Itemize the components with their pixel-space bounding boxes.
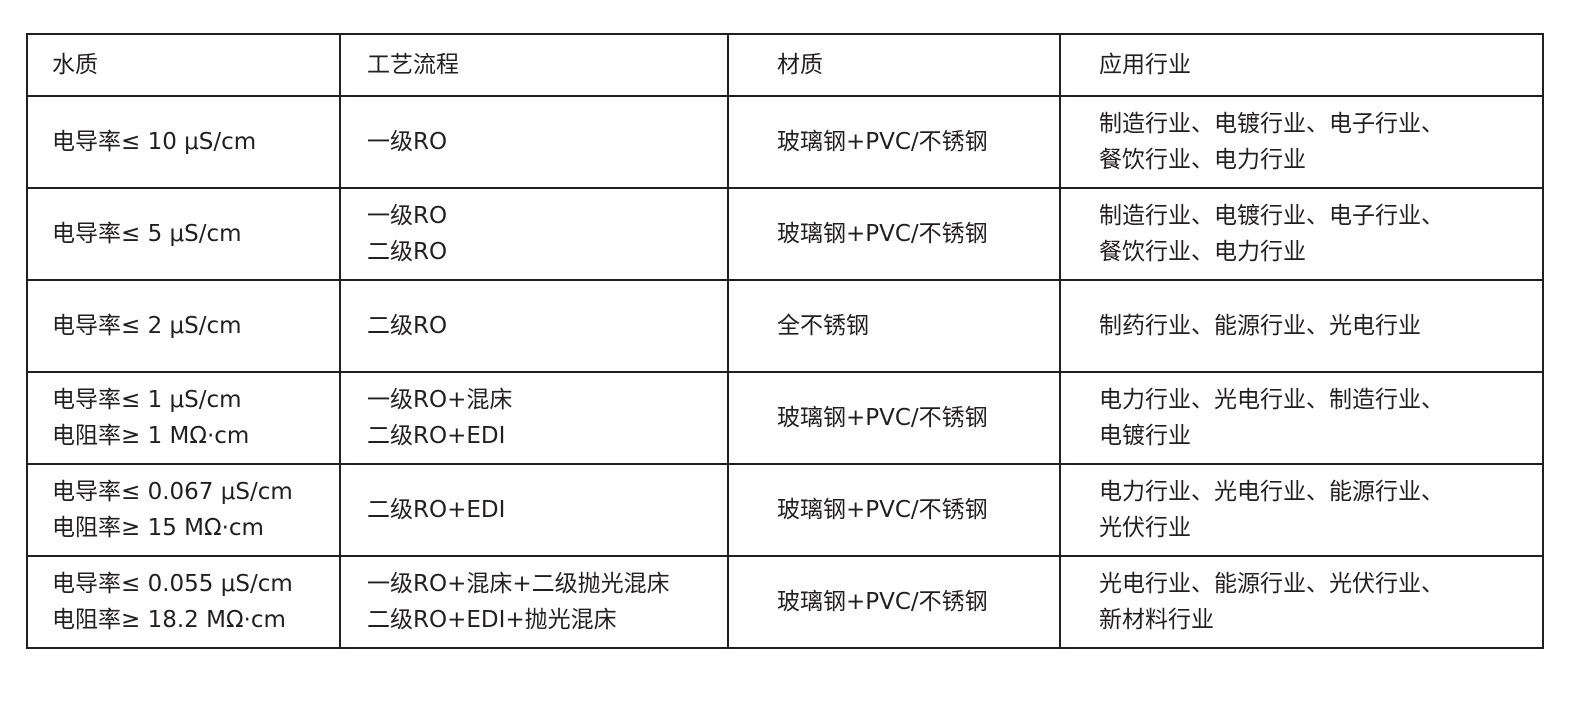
table-row: 电导率≤ 2 μS/cm 二级RO 全不锈钢 制药行业、能源行业、光电行业 — [26, 279, 1544, 373]
industry-cell: 制药行业、能源行业、光电行业 — [1059, 279, 1544, 373]
cell-text-line: 玻璃钢+PVC/不锈钢 — [777, 129, 988, 155]
cell-text-line: 制造行业、电镀行业、电子行业、 — [1099, 203, 1444, 229]
material-cell: 玻璃钢+PVC/不锈钢 — [727, 555, 1061, 649]
material-cell: 玻璃钢+PVC/不锈钢 — [727, 95, 1061, 189]
material-cell: 玻璃钢+PVC/不锈钢 — [727, 187, 1061, 281]
cell-text-line: 玻璃钢+PVC/不锈钢 — [777, 497, 988, 523]
cell-text-line: 全不锈钢 — [777, 313, 869, 339]
header-process: 工艺流程 — [339, 33, 729, 97]
cell-text-line: 电导率≤ 5 μS/cm — [52, 221, 242, 247]
cell-text-line: 一级RO+混床 — [367, 387, 513, 413]
industry-cell: 制造行业、电镀行业、电子行业、 餐饮行业、电力行业 — [1059, 187, 1544, 281]
table-row: 电导率≤ 10 μS/cm 一级RO 玻璃钢+PVC/不锈钢 制造行业、电镀行业、电子… — [26, 95, 1544, 189]
cell-text-line: 制造行业、电镀行业、电子行业、 — [1099, 111, 1444, 137]
material-cell: 玻璃钢+PVC/不锈钢 — [727, 371, 1061, 465]
cell-text-line: 电导率≤ 0.055 μS/cm — [52, 571, 293, 597]
cell-text-line: 一级RO — [367, 129, 448, 155]
water-quality-cell: 电导率≤ 5 μS/cm — [26, 187, 341, 281]
material-cell: 全不锈钢 — [727, 279, 1061, 373]
cell-text-line: 电导率≤ 2 μS/cm — [52, 313, 242, 339]
water-quality-cell: 电导率≤ 10 μS/cm — [26, 95, 341, 189]
cell-text-line: 电力行业、光电行业、能源行业、 — [1099, 479, 1444, 505]
table-row: 电导率≤ 1 μS/cm 电阻率≥ 1 MΩ·cm 一级RO+混床 二级RO+EDI 玻… — [26, 371, 1544, 465]
header-water-quality: 水质 — [26, 33, 341, 97]
header-material: 材质 — [727, 33, 1061, 97]
cell-text-line: 光伏行业 — [1099, 515, 1191, 541]
cell-text-line: 玻璃钢+PVC/不锈钢 — [777, 221, 988, 247]
cell-text-line: 电导率≤ 1 μS/cm — [52, 387, 242, 413]
cell-text-line: 一级RO+混床+二级抛光混床 — [367, 571, 670, 597]
cell-text-line: 一级RO — [367, 203, 448, 229]
cell-text-line: 电阻率≥ 18.2 MΩ·cm — [52, 607, 286, 633]
table-row: 电导率≤ 0.067 μS/cm 电阻率≥ 15 MΩ·cm 二级RO+EDI 玻璃钢… — [26, 463, 1544, 557]
cell-text-line: 电阻率≥ 1 MΩ·cm — [52, 423, 250, 449]
industry-cell: 制造行业、电镀行业、电子行业、 餐饮行业、电力行业 — [1059, 95, 1544, 189]
cell-text-line: 电阻率≥ 15 MΩ·cm — [52, 515, 264, 541]
water-quality-cell: 电导率≤ 0.067 μS/cm 电阻率≥ 15 MΩ·cm — [26, 463, 341, 557]
cell-text-line: 电导率≤ 0.067 μS/cm — [52, 479, 293, 505]
process-cell: 二级RO — [339, 279, 729, 373]
water-quality-cell: 电导率≤ 0.055 μS/cm 电阻率≥ 18.2 MΩ·cm — [26, 555, 341, 649]
table-row: 电导率≤ 5 μS/cm 一级RO 二级RO 玻璃钢+PVC/不锈钢 制造行业、电镀行业… — [26, 187, 1544, 281]
process-cell: 一级RO+混床 二级RO+EDI — [339, 371, 729, 465]
cell-text-line: 餐饮行业、电力行业 — [1099, 239, 1306, 265]
cell-text-line: 电力行业、光电行业、制造行业、 — [1099, 387, 1444, 413]
cell-text-line: 二级RO+EDI — [367, 423, 506, 449]
water-quality-cell: 电导率≤ 2 μS/cm — [26, 279, 341, 373]
cell-text-line: 二级RO+EDI+抛光混床 — [367, 607, 617, 633]
cell-text-line: 二级RO — [367, 239, 448, 265]
cell-text-line: 玻璃钢+PVC/不锈钢 — [777, 589, 988, 615]
table-row: 电导率≤ 0.055 μS/cm 电阻率≥ 18.2 MΩ·cm 一级RO+混床+二… — [26, 555, 1544, 649]
industry-cell: 电力行业、光电行业、制造行业、 电镀行业 — [1059, 371, 1544, 465]
cell-text-line: 新材料行业 — [1099, 607, 1214, 633]
cell-text-line: 电导率≤ 10 μS/cm — [52, 129, 257, 155]
cell-text-line: 二级RO+EDI — [367, 497, 506, 523]
industry-cell: 电力行业、光电行业、能源行业、 光伏行业 — [1059, 463, 1544, 557]
cell-text-line: 二级RO — [367, 313, 448, 339]
process-cell: 一级RO 二级RO — [339, 187, 729, 281]
process-cell: 一级RO+混床+二级抛光混床 二级RO+EDI+抛光混床 — [339, 555, 729, 649]
water-quality-cell: 电导率≤ 1 μS/cm 电阻率≥ 1 MΩ·cm — [26, 371, 341, 465]
water-quality-table: 水质 工艺流程 材质 应用行业 电导率≤ 10 μS/cm 一级RO 玻璃钢+PVC… — [26, 33, 1544, 649]
cell-text-line: 餐饮行业、电力行业 — [1099, 147, 1306, 173]
header-industry: 应用行业 — [1059, 33, 1544, 97]
cell-text-line: 电镀行业 — [1099, 423, 1191, 449]
cell-text-line: 制药行业、能源行业、光电行业 — [1099, 313, 1421, 339]
process-cell: 一级RO — [339, 95, 729, 189]
process-cell: 二级RO+EDI — [339, 463, 729, 557]
header-row: 水质 工艺流程 材质 应用行业 — [26, 33, 1544, 97]
cell-text-line: 光电行业、能源行业、光伏行业、 — [1099, 571, 1444, 597]
cell-text-line: 玻璃钢+PVC/不锈钢 — [777, 405, 988, 431]
material-cell: 玻璃钢+PVC/不锈钢 — [727, 463, 1061, 557]
industry-cell: 光电行业、能源行业、光伏行业、 新材料行业 — [1059, 555, 1544, 649]
